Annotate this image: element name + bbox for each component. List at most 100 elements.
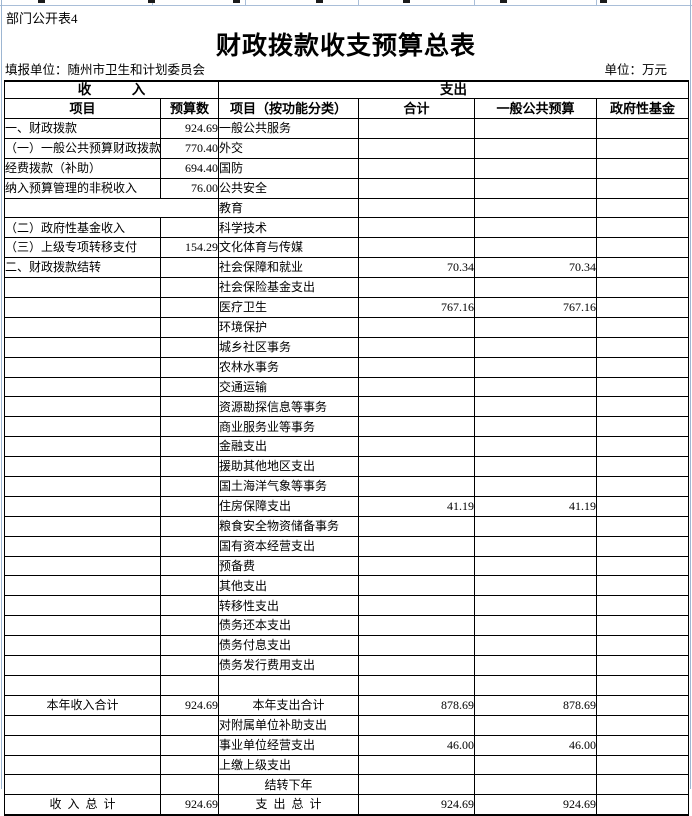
income-item-cell — [4, 316, 161, 338]
expense-fund-cell — [596, 655, 689, 676]
expense-fund-cell — [596, 674, 689, 696]
expense-fund-cell — [596, 476, 689, 497]
expense-fund-cell — [596, 535, 689, 557]
income-item-cell — [4, 495, 161, 517]
expense-total-cell — [358, 277, 475, 299]
income-amount-cell — [160, 495, 219, 517]
expense-fund-cell — [596, 794, 689, 816]
table-row: 事业单位经营支出 46.00 46.00 — [4, 734, 689, 756]
expense-general-cell — [474, 118, 597, 139]
table-row: 上缴上级支出 — [4, 754, 689, 776]
expense-fund-cell — [596, 635, 689, 657]
expense-item-cell: 债务付息支出 — [218, 635, 359, 657]
income-amount-cell: 76.00 — [160, 177, 219, 199]
income-item-cell — [4, 277, 161, 299]
expense-total-cell — [358, 674, 475, 696]
income-amount-cell — [160, 356, 219, 378]
income-amount-cell — [160, 555, 219, 577]
income-amount-cell — [160, 635, 219, 657]
expense-fund-cell — [596, 277, 689, 299]
income-amount-cell: 770.40 — [160, 137, 219, 159]
table-row: 结转下年 — [4, 774, 689, 796]
expense-general-cell — [474, 555, 597, 577]
expense-item-cell: 债务还本支出 — [218, 615, 359, 637]
col-header-gov-fund: 政府性基金 — [596, 98, 689, 119]
expense-item-cell: 农林水事务 — [218, 356, 359, 378]
expense-item-cell: 对附属单位补助支出 — [218, 714, 359, 736]
expense-fund-cell — [596, 336, 689, 358]
expense-total-cell — [358, 635, 475, 657]
table-row: 金融支出 — [4, 436, 689, 458]
expense-fund-cell — [596, 595, 689, 617]
expense-item-cell: 医疗卫生 — [218, 297, 359, 318]
table-row: 债务发行费用支出 — [4, 655, 689, 676]
expense-fund-cell — [596, 495, 689, 517]
income-item-cell — [4, 336, 161, 358]
income-amount-cell — [160, 217, 219, 239]
expense-general-cell — [474, 316, 597, 338]
income-item-cell — [4, 197, 219, 219]
table-row: 商业服务业等事务 — [4, 416, 689, 438]
gridline-tick — [152, 0, 153, 6]
expense-item-cell: 国防 — [218, 157, 359, 179]
expense-fund-cell — [596, 416, 689, 438]
expense-fund-cell — [596, 575, 689, 597]
clipped-text-mark — [600, 0, 607, 3]
expense-item-cell: 住房保障支出 — [218, 495, 359, 517]
income-item-cell — [4, 774, 161, 796]
clipped-text-mark — [403, 0, 410, 3]
income-item-cell — [4, 436, 161, 458]
gridline-tick — [474, 0, 475, 6]
gridline-tick — [245, 0, 246, 6]
expense-total-cell — [358, 535, 475, 557]
table-row: 国土海洋气象等事务 — [4, 476, 689, 497]
expense-total-cell — [358, 336, 475, 358]
expense-total-cell — [358, 396, 475, 418]
expense-general-cell — [474, 376, 597, 398]
table-row: 医疗卫生 767.16 767.16 — [4, 297, 689, 318]
table-row: 纳入预算管理的非税收入 76.00 公共安全 — [4, 177, 689, 199]
expense-total-cell — [358, 714, 475, 736]
income-item-cell — [4, 615, 161, 637]
income-amount-cell — [160, 456, 219, 478]
income-amount-cell — [160, 416, 219, 438]
expense-total-cell — [358, 197, 475, 219]
income-item-cell — [4, 396, 161, 418]
expense-total-cell — [358, 217, 475, 239]
income-item-cell: 纳入预算管理的非税收入 — [4, 177, 161, 199]
income-item-cell — [4, 595, 161, 617]
income-item-cell: 二、财政拨款结转 — [4, 257, 161, 279]
expense-general-cell — [474, 595, 597, 617]
expense-fund-cell — [596, 316, 689, 338]
gridline-tick — [358, 0, 359, 6]
expense-total-cell — [358, 555, 475, 577]
table-row: 住房保障支出 41.19 41.19 — [4, 495, 689, 517]
expense-general-cell — [474, 336, 597, 358]
income-amount-cell — [160, 515, 219, 537]
expense-item-cell: 一般公共服务 — [218, 118, 359, 139]
expense-general-cell: 924.69 — [474, 794, 597, 816]
income-amount-cell — [160, 436, 219, 458]
income-item-cell — [4, 575, 161, 597]
clipped-text-mark — [233, 0, 240, 3]
expense-total-cell: 41.19 — [358, 495, 475, 517]
expense-item-cell: 文化体育与传媒 — [218, 237, 359, 259]
income-amount-cell: 924.69 — [160, 694, 219, 716]
income-item-cell: 收 入 总 计 — [4, 794, 161, 816]
income-item-cell — [4, 297, 161, 318]
expense-item-cell: 教育 — [218, 197, 359, 219]
clipped-text-mark — [316, 0, 323, 3]
table-row: 环境保护 — [4, 316, 689, 338]
income-item-cell: 本年收入合计 — [4, 694, 161, 716]
expense-total-cell — [358, 754, 475, 776]
income-item-cell — [4, 674, 161, 696]
expense-fund-cell — [596, 297, 689, 318]
expense-item-cell: 事业单位经营支出 — [218, 734, 359, 756]
table-row: 二、财政拨款结转 社会保障和就业 70.34 70.34 — [4, 257, 689, 279]
expense-total-cell — [358, 118, 475, 139]
expense-total-cell — [358, 376, 475, 398]
table-row: 农林水事务 — [4, 356, 689, 378]
income-item-cell — [4, 714, 161, 736]
reporting-unit: 填报单位：随州市卫生和计划委员会 — [5, 63, 206, 77]
